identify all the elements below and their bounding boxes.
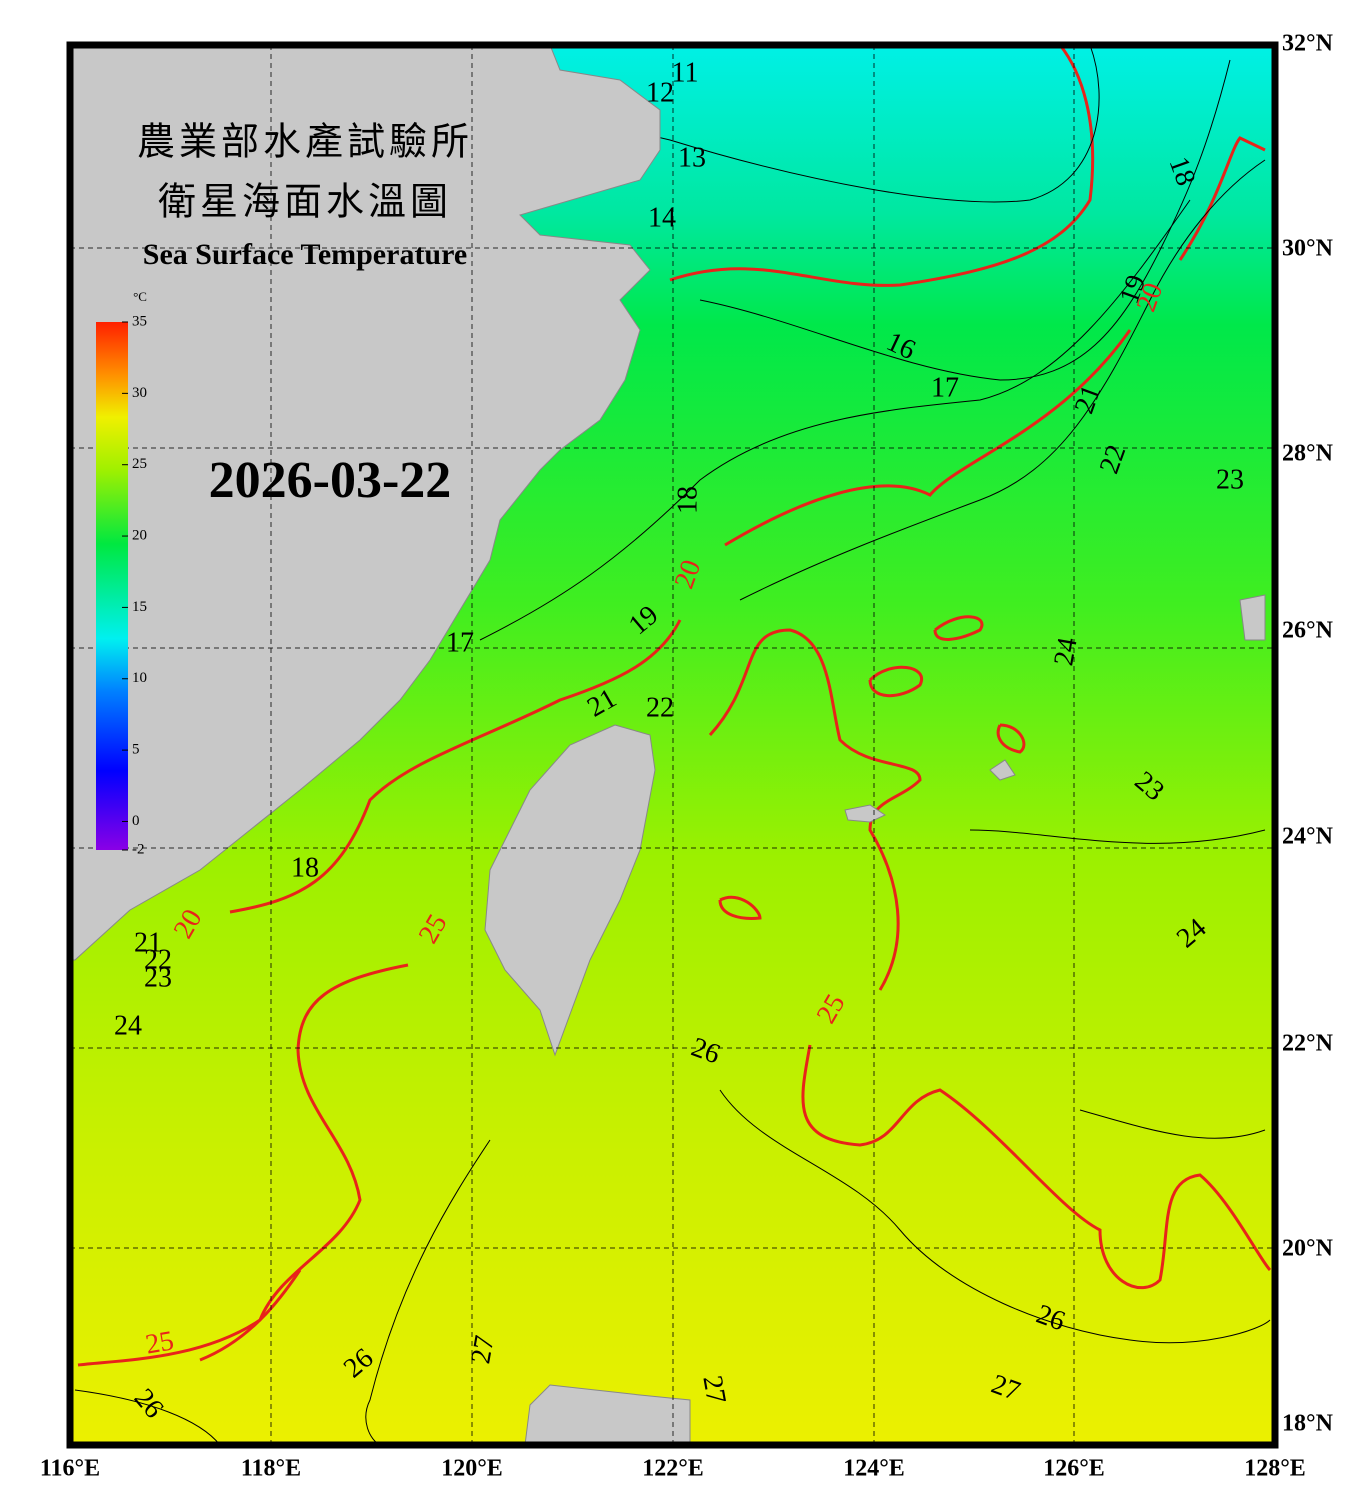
contour-label: 27 bbox=[465, 1333, 500, 1366]
latitude-label: 32°N bbox=[1282, 31, 1334, 57]
contour-label: 25 bbox=[143, 1325, 176, 1360]
contour-label: 24 bbox=[114, 1010, 142, 1041]
colorbar-tick-label: 0 bbox=[132, 813, 140, 829]
latitude-label: 26°N bbox=[1282, 618, 1334, 644]
title-zh: 農業部水產試驗所 bbox=[137, 120, 473, 164]
date: 2026-03-22 bbox=[209, 452, 452, 509]
latitude-label: 28°N bbox=[1282, 441, 1334, 467]
contour-label: 18 bbox=[672, 486, 703, 514]
contour-label: 23 bbox=[144, 962, 172, 993]
colorbar-tick-label: 25 bbox=[132, 456, 147, 472]
colorbar-tick-label: -2 bbox=[132, 841, 145, 857]
colorbar-tick-label: 20 bbox=[132, 527, 147, 543]
colorbar-tick-label: 35 bbox=[132, 313, 147, 329]
colorbar-unit: °C bbox=[133, 289, 147, 304]
latitude-label: 30°N bbox=[1282, 236, 1334, 262]
colorbar bbox=[96, 322, 128, 850]
latitude-label: 20°N bbox=[1282, 1236, 1334, 1262]
colorbar-tick-label: 5 bbox=[132, 742, 140, 758]
longitude-label: 126°E bbox=[1043, 1456, 1105, 1482]
colorbar-tick-label: 10 bbox=[132, 670, 147, 686]
isotherms bbox=[74, 44, 1272, 1446]
contour-label: 14 bbox=[648, 202, 676, 233]
latitude-label: 22°N bbox=[1282, 1031, 1334, 1057]
contour-label: 12 bbox=[646, 77, 674, 108]
longitude-label: 120°E bbox=[441, 1456, 503, 1482]
latitude-label: 24°N bbox=[1282, 824, 1334, 850]
colorbar-tick-label: 15 bbox=[132, 599, 147, 615]
contour-label: 22 bbox=[144, 944, 172, 975]
map-frame bbox=[66, 41, 1279, 1449]
subtitle-zh: 衛星海面水溫圖 bbox=[158, 180, 452, 224]
contour-label: 24 bbox=[1048, 635, 1083, 668]
longitude-label: 124°E bbox=[843, 1456, 905, 1482]
contour-label: 17 bbox=[446, 627, 474, 658]
latitude-label: 18°N bbox=[1282, 1411, 1334, 1437]
contour-label: 17 bbox=[931, 372, 959, 403]
graticule bbox=[70, 45, 1275, 1445]
contour-label: 13 bbox=[678, 142, 706, 173]
contour-label: 27 bbox=[696, 1373, 731, 1406]
longitude-label: 128°E bbox=[1244, 1456, 1306, 1482]
title-en: Sea Surface Temperature bbox=[143, 238, 467, 271]
longitude-label: 118°E bbox=[241, 1456, 301, 1482]
longitude-label: 116°E bbox=[40, 1456, 100, 1482]
land bbox=[69, 44, 1266, 1446]
contour-label: 21 bbox=[134, 927, 162, 958]
contour-label: 11 bbox=[672, 57, 699, 88]
contour-label: 18 bbox=[291, 852, 319, 883]
contour-label: 22 bbox=[646, 692, 674, 723]
longitude-label: 122°E bbox=[642, 1456, 704, 1482]
contour-label: 23 bbox=[1216, 464, 1244, 495]
colorbar-tick-label: 30 bbox=[132, 385, 147, 401]
